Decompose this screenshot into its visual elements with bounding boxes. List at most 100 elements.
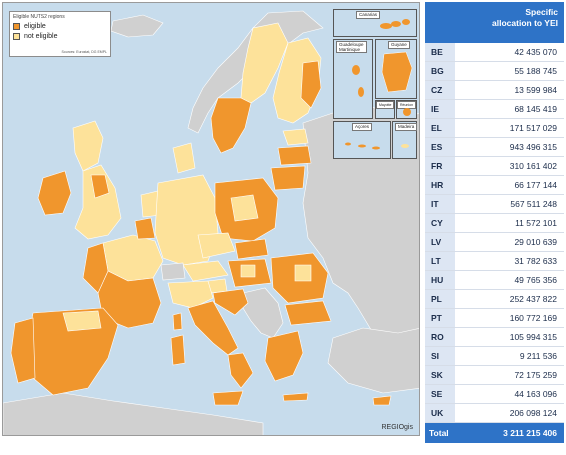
allocation-total-row: Total 3 211 215 406 [425, 423, 564, 443]
country-code: PL [425, 290, 455, 308]
inset-label-acores: Açores [352, 123, 373, 131]
legend-swatch-eligible [13, 23, 20, 30]
region-sardinia [170, 334, 186, 366]
country-code: SE [425, 385, 455, 403]
allocation-table-header: Specific allocation to YEI [425, 2, 564, 43]
table-row: PL 252 437 822 [425, 290, 564, 309]
country-code: EL [425, 119, 455, 137]
allocation-value: 171 517 029 [509, 123, 557, 133]
region-italy-north [167, 280, 214, 309]
country-code: IT [425, 195, 455, 213]
inset-reunion: Réunion [396, 100, 417, 119]
country-code: SI [425, 347, 455, 365]
region-crete [282, 392, 309, 402]
eligibility-map: Eligible NUTS2 regions eligible not elig… [2, 2, 420, 436]
region-denmark [172, 142, 196, 174]
region-lithuania [270, 165, 306, 191]
table-row: FR 310 161 402 [425, 157, 564, 176]
region-austria [182, 260, 229, 282]
allocation-value: 9 211 536 [519, 351, 557, 361]
europe-map-svg [3, 10, 419, 435]
land-balkans-non-eu [242, 287, 284, 339]
guadeloupe-martinique-islands [352, 65, 364, 97]
madeira-island [401, 144, 409, 148]
country-code: SK [425, 366, 455, 384]
country-code: IE [425, 100, 455, 118]
region-romania-bucharest [294, 264, 312, 282]
total-label: Total [429, 428, 449, 438]
land-iceland [110, 14, 164, 38]
inset-guyane: Guyane [375, 39, 417, 99]
allocation-value: 567 511 248 [510, 199, 557, 209]
allocation-value: 44 163 096 [514, 389, 557, 399]
region-france-south [97, 270, 162, 329]
country-code: RO [425, 328, 455, 346]
table-row: IE 68 145 419 [425, 100, 564, 119]
table-row: LV 29 010 639 [425, 233, 564, 252]
legend-label-not-eligible: not eligible [24, 33, 58, 40]
region-switzerland [160, 262, 186, 281]
country-code: FR [425, 157, 455, 175]
region-poland-central [230, 194, 259, 222]
inset-label-canarias: Canarias [356, 11, 381, 19]
reunion-island [403, 108, 411, 116]
table-row: BE 42 435 070 [425, 43, 564, 62]
table-row: RO 105 994 315 [425, 328, 564, 347]
table-row: PT 160 772 169 [425, 309, 564, 328]
legend-title: Eligible NUTS2 regions [13, 14, 65, 20]
table-row: HR 66 177 144 [425, 176, 564, 195]
inset-label-guadeloupe: Guadeloupe Martinique [336, 41, 367, 53]
country-code: ES [425, 138, 455, 156]
table-row: UK 206 098 124 [425, 404, 564, 423]
region-scotland [72, 120, 104, 172]
region-greece [264, 330, 304, 382]
region-belgium [134, 217, 156, 240]
country-code: LV [425, 233, 455, 251]
canarias-islands [380, 19, 410, 29]
country-code: UK [425, 404, 455, 422]
legend-item-eligible: eligible [13, 23, 107, 30]
table-row: ES 943 496 315 [425, 138, 564, 157]
land-north-africa [3, 392, 264, 435]
legend-source: Sources: Eurostat, DG EMPL [61, 50, 107, 54]
region-bulgaria [284, 300, 332, 326]
region-sweden-south [210, 97, 252, 154]
region-corsica [172, 312, 183, 331]
country-code: BG [425, 62, 455, 80]
inset-guadeloupe-martinique: Guadeloupe Martinique [333, 39, 373, 119]
allocation-value: 160 772 169 [509, 313, 557, 323]
region-croatia [212, 288, 249, 316]
allocation-value: 42 435 070 [514, 47, 557, 57]
land-norway [187, 10, 324, 134]
allocation-value: 13 599 984 [514, 85, 557, 95]
allocation-value: 55 188 745 [514, 66, 557, 76]
region-portugal [10, 317, 36, 384]
region-finland-east [300, 60, 322, 109]
table-row: CZ 13 599 984 [425, 81, 564, 100]
table-row: IT 567 511 248 [425, 195, 564, 214]
allocation-value: 943 496 315 [509, 142, 557, 152]
allocation-value: 49 765 356 [514, 275, 557, 285]
region-england [74, 164, 122, 240]
country-code: LT [425, 252, 455, 270]
country-code: HU [425, 271, 455, 289]
table-row: SE 44 163 096 [425, 385, 564, 404]
allocation-table-body: BE 42 435 070 BG 55 188 745 CZ 13 599 984 IE 68… [425, 43, 564, 423]
table-row: CY 11 572 101 [425, 214, 564, 233]
region-england-north [90, 174, 110, 199]
guyane-territory [381, 51, 413, 93]
region-slovakia [234, 238, 269, 260]
acores-islands [345, 142, 380, 150]
regiogis-credit: REGIOgis [381, 424, 413, 431]
allocation-value: 29 010 639 [514, 237, 557, 247]
region-spain-north [62, 310, 102, 332]
region-cyprus [372, 395, 392, 406]
country-code: CY [425, 214, 455, 232]
allocation-value: 68 145 419 [514, 104, 557, 114]
allocation-value: 11 572 101 [515, 218, 557, 228]
legend-swatch-not-eligible [13, 33, 20, 40]
inset-canarias: Canarias [333, 9, 417, 37]
allocation-value: 252 437 822 [509, 294, 557, 304]
allocation-value: 72 175 259 [514, 370, 557, 380]
inset-label-guyane: Guyane [388, 41, 410, 49]
